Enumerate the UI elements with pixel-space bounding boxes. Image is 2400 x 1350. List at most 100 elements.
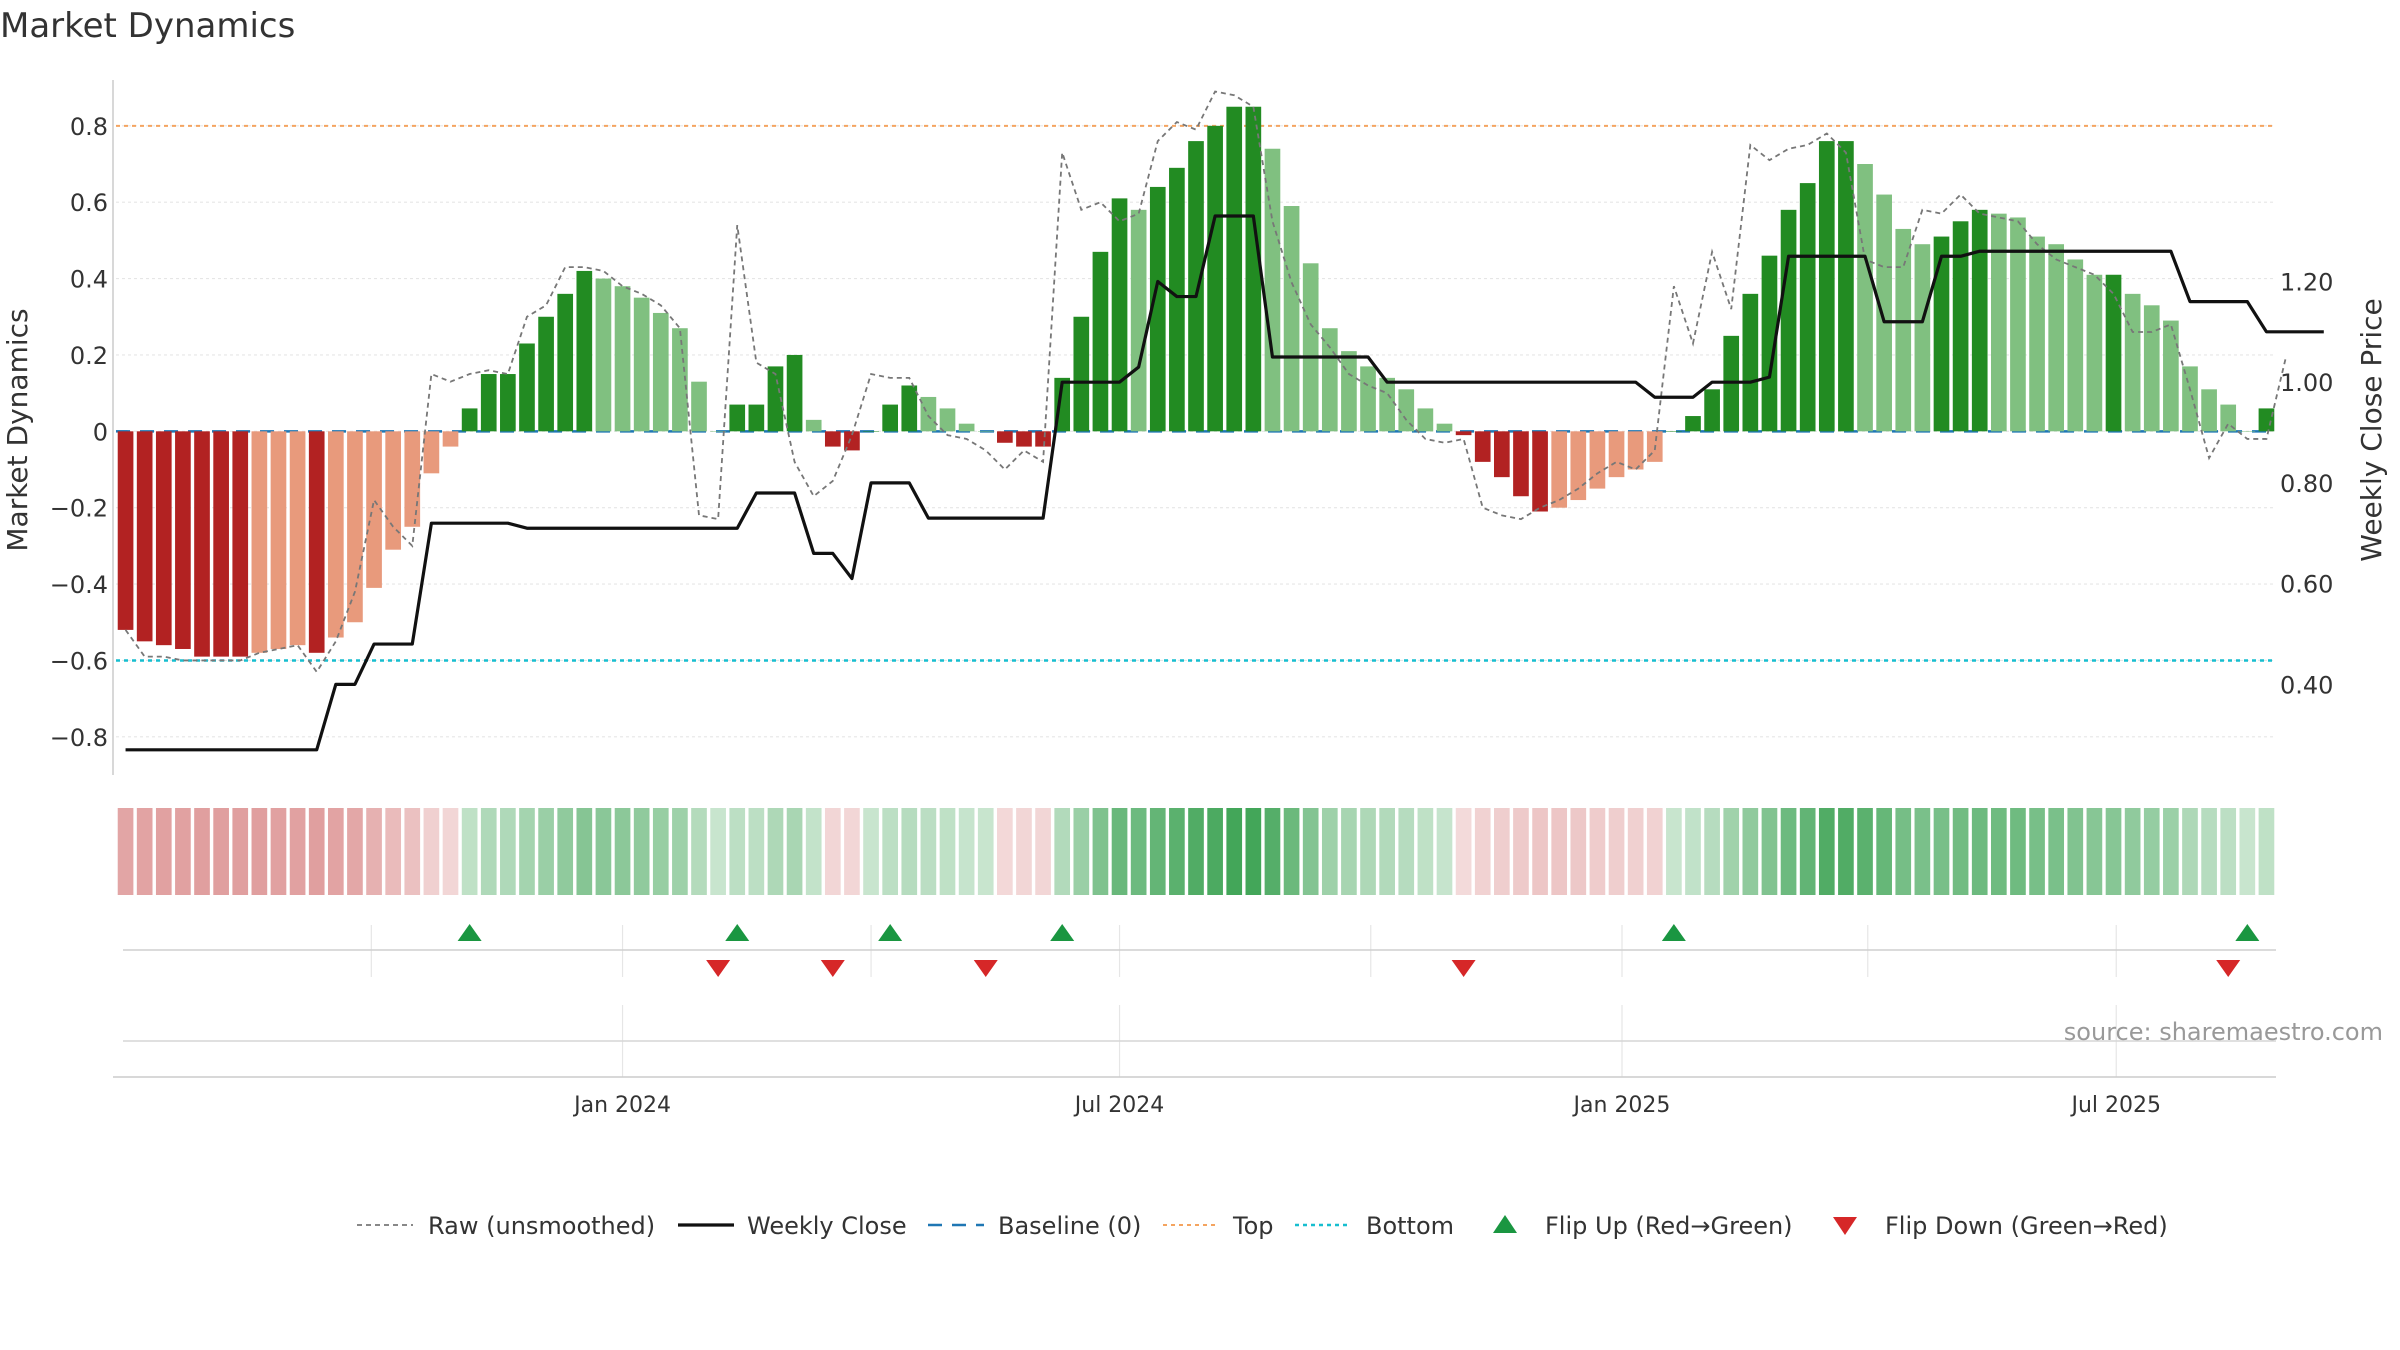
regime-cell [1971,808,1988,895]
y-tick-left: 0.6 [70,189,108,217]
x-tick-label: Jul 2025 [2069,1093,2161,1118]
regime-cell [404,808,421,895]
bar [1818,141,1835,432]
regime-cell [1073,808,1090,895]
bar [1799,183,1816,432]
y-tick-left: 0 [93,418,108,446]
bar [1895,228,1912,432]
bar [1532,431,1548,512]
regime-cell [2239,808,2256,895]
bar [1704,389,1720,432]
bar [385,431,402,550]
regime-cell [2220,808,2237,895]
bar [920,396,937,432]
bar [672,328,688,432]
regime-cell [863,808,879,895]
regime-cell [633,808,650,895]
bar [2067,259,2084,432]
bar [2143,305,2160,432]
regime-cell [1188,808,1204,895]
regime-cell [1551,808,1568,895]
regime-cell [1646,808,1663,895]
regime-cell [1398,808,1415,895]
regime-cell [1666,808,1682,895]
regime-cell [2163,808,2179,895]
regime-cell [194,808,210,895]
bar [1226,106,1243,432]
flip-up-marker [457,924,482,941]
regime-cell [595,808,612,895]
regime-cell [710,808,726,895]
regime-cell [1035,808,1051,895]
bar [1436,423,1453,432]
bar [1990,213,2007,432]
regime-cell [1360,808,1376,895]
bar [1398,389,1415,432]
bar [901,385,918,432]
y-tick-right: 0.40 [2280,671,2333,699]
regime-cell [939,808,956,895]
bar [1111,198,1128,432]
regime-cell [2258,808,2275,895]
bar [308,431,325,653]
regime-cell [1436,808,1453,895]
x-tick-label: Jul 2024 [1073,1093,1165,1118]
y-tick-right: 0.80 [2280,470,2333,498]
raw-line [124,90,2287,674]
bar [1761,255,1778,432]
flip-down-marker [820,960,845,977]
regime-cell [1169,808,1185,895]
bar [327,431,344,638]
regime-cell [1627,808,1644,895]
regime-strip [117,808,2275,895]
bar [2048,244,2065,432]
bar [958,423,975,432]
regime-cell [1685,808,1701,895]
bar [1474,431,1491,462]
regime-cell [1321,808,1338,895]
regime-cell [538,808,554,895]
regime-cell [729,808,746,895]
y-tick-left: −0.6 [50,647,108,675]
bar [824,431,841,447]
flip-down-marker [973,960,998,977]
y-tick-left: 0.4 [70,266,108,294]
regime-cell [1302,808,1319,895]
bar [1092,251,1109,432]
regime-cell [2029,808,2045,895]
bar [423,431,440,474]
y-tick-right: 1.00 [2280,369,2333,397]
regime-cell [2010,808,2026,895]
regime-cell [1608,808,1625,895]
bar [882,404,898,432]
bar [136,431,153,642]
bar [2086,274,2103,432]
bar [2105,274,2122,432]
regime-cell [1207,808,1223,895]
flip-markers [123,924,2276,977]
regime-cell [652,808,669,895]
bar [1455,431,1472,436]
y-axis-label-left: Market Dynamics [1,308,34,551]
regime-cell [1952,808,1969,895]
regime-cell [1761,808,1778,895]
bar [1016,431,1032,447]
bar [251,431,268,653]
regime-cell [672,808,688,895]
regime-cell [1149,808,1166,895]
bar [175,431,191,649]
bar [576,270,593,432]
bar [289,431,306,646]
legend-label: Weekly Close [747,1212,907,1240]
y-axis-label-right: Weekly Close Price [2355,298,2388,561]
regime-cell [1818,808,1835,895]
regime-cell [500,808,516,895]
regime-cell [1532,808,1548,895]
bar [1149,186,1166,432]
bar [404,431,421,527]
legend-swatch [1493,1215,1517,1233]
bar [155,431,172,646]
regime-cell [480,808,497,895]
regime-cell [232,808,249,895]
flip-up-marker [2235,924,2260,941]
